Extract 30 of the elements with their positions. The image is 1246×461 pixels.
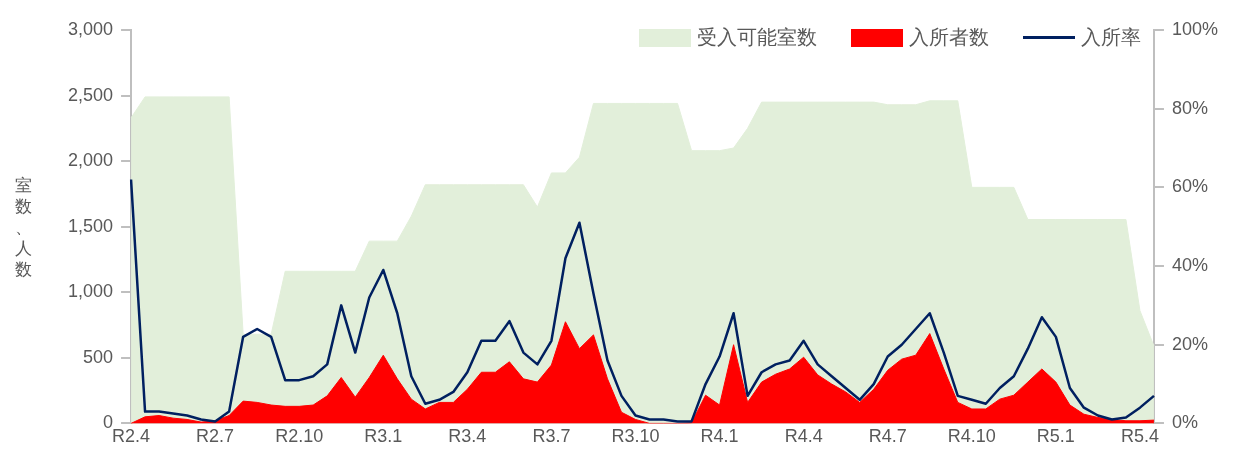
x-tick-label: R2.4 bbox=[112, 426, 151, 447]
y-axis-title: 室数、人数 bbox=[13, 175, 33, 280]
y2-tick-label: 20% bbox=[1171, 333, 1208, 354]
y-tick-label: 0 bbox=[103, 412, 114, 433]
y-tick-label: 500 bbox=[83, 346, 114, 367]
y2-tick-label: 100% bbox=[1171, 18, 1219, 39]
y-tick-label: 3,000 bbox=[68, 18, 114, 39]
y2-tick-label: 80% bbox=[1171, 97, 1208, 118]
y2-tick-label: 0% bbox=[1171, 412, 1198, 433]
legend-label: 入所者数 bbox=[909, 24, 989, 51]
x-tick-label: R4.7 bbox=[868, 426, 907, 447]
x-tick-label: R4.1 bbox=[700, 426, 739, 447]
x-tick-label: R4.10 bbox=[947, 426, 996, 447]
y-tick-label: 2,000 bbox=[68, 150, 114, 171]
x-tick-label: R3.4 bbox=[448, 426, 487, 447]
legend-label: 受入可能室数 bbox=[697, 24, 817, 51]
y-tick-label: 2,500 bbox=[68, 84, 114, 105]
x-tick-label: R3.7 bbox=[532, 426, 571, 447]
x-tick-label: R3.1 bbox=[364, 426, 403, 447]
x-tick-label: R5.1 bbox=[1036, 426, 1075, 447]
y-tick-label: 1,000 bbox=[68, 281, 114, 302]
x-tick-label: R2.10 bbox=[275, 426, 324, 447]
x-tick-label: R5.4 bbox=[1120, 426, 1159, 447]
y2-tick-label: 40% bbox=[1171, 255, 1208, 276]
x-tick-label: R4.4 bbox=[784, 426, 823, 447]
x-tick-label: R3.10 bbox=[611, 426, 660, 447]
y-tick-label: 1,500 bbox=[68, 215, 114, 236]
y2-tick-label: 60% bbox=[1171, 176, 1208, 197]
x-tick-label: R2.7 bbox=[196, 426, 235, 447]
legend-label: 入所率 bbox=[1081, 24, 1141, 51]
